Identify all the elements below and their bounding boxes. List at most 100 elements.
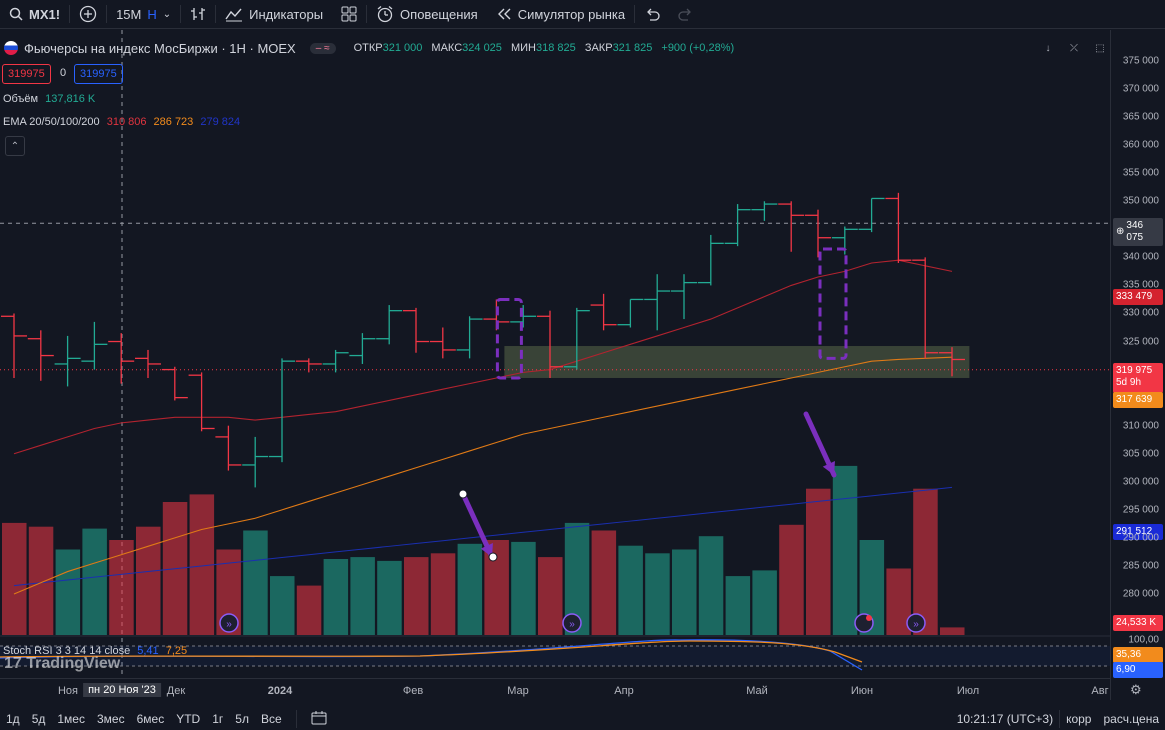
bars-chart-icon	[191, 8, 206, 20]
time-tick-label: Ноя	[57, 685, 79, 697]
instrument-title[interactable]: Фьючерсы на индекс МосБиржи · 1Н · MOEX	[24, 40, 296, 56]
price-axis[interactable]: ⊕ 346 075 333 479 319 975 5d 9h 317 639 2…	[1110, 30, 1165, 700]
ohlc-bar[interactable]	[295, 358, 322, 373]
ohlc-bar[interactable]	[724, 204, 751, 247]
undo-button[interactable]	[635, 0, 669, 29]
ohlc-bar[interactable]	[81, 321, 108, 370]
ohlc-values: ОТКР321 000 МАКС324 025 МИН318 825 ЗАКР3…	[354, 42, 741, 54]
volume-legend[interactable]: Объём 137,816 K	[3, 93, 95, 105]
volume-bar	[350, 557, 375, 635]
ohlc-bar[interactable]	[161, 366, 188, 401]
stoch-legend[interactable]: Stoch RSI 3 3 14 14 close 5,41 7,25	[3, 645, 187, 657]
countdown: 5d 9h	[1116, 377, 1142, 388]
volume-bar	[725, 576, 751, 635]
tv-logo-icon: 17	[4, 655, 22, 672]
replay-button[interactable]: Симулятор рынка	[487, 0, 634, 29]
range-button-1г[interactable]: 1г	[212, 712, 224, 726]
ohlc-bar[interactable]	[697, 234, 724, 286]
ohlc-bar[interactable]	[563, 307, 590, 370]
top-toolbar: MX1! 15M H ⌄ Индикаторы Оповещения Симул…	[0, 0, 1165, 29]
ohlc-bar[interactable]	[939, 347, 965, 377]
open-label: ОТКР	[353, 42, 383, 54]
ohlc-bar[interactable]	[510, 305, 537, 328]
tradingview-watermark: 17 TradingView	[4, 655, 120, 673]
ohlc-bar[interactable]	[27, 330, 54, 381]
maximize-pane-button[interactable]: ⬚	[1095, 42, 1105, 54]
plus-circle-icon: ⊕	[1116, 226, 1125, 237]
ohlc-bar[interactable]	[242, 436, 269, 488]
redo-button[interactable]	[669, 0, 703, 29]
scroll-down-button[interactable]: ↓	[1045, 42, 1051, 54]
russia-flag-icon	[4, 41, 18, 55]
ohlc-bar[interactable]	[537, 310, 563, 378]
ohlc-bar[interactable]	[54, 335, 81, 387]
range-button-3мес[interactable]: 3мес	[96, 712, 125, 726]
event-marker-glyph: »	[569, 619, 575, 630]
interval-button[interactable]: 15M H ⌄	[107, 0, 180, 29]
ohlc-bar[interactable]	[671, 274, 697, 320]
price-tick-label: 280 000	[1122, 588, 1159, 600]
ema20-line	[13, 259, 953, 455]
ohlc-bar[interactable]	[215, 425, 242, 471]
settings-gear-icon[interactable]: ⚙	[1130, 682, 1142, 697]
adjust-toggle[interactable]: корр	[1066, 712, 1092, 726]
collapse-pane-button[interactable]: ⤫	[1070, 42, 1078, 54]
date-range-button[interactable]	[305, 710, 333, 728]
collapse-legend-button[interactable]: ⌃	[5, 136, 25, 156]
market-status-badge[interactable]: – ≈	[309, 42, 336, 54]
ohlc-bar[interactable]	[1, 313, 27, 378]
ohlc-bar[interactable]	[403, 307, 429, 353]
divider	[295, 710, 297, 728]
ohlc-bar[interactable]	[456, 316, 483, 359]
volume-bar	[618, 545, 643, 635]
clock-time[interactable]: 10:21:17 (UTC+3)	[956, 712, 1054, 726]
ema-legend[interactable]: EMA 20/50/100/200 310 806 286 723 279 82…	[3, 116, 240, 128]
ohlc-bar[interactable]	[751, 201, 778, 221]
compare-button[interactable]	[70, 0, 106, 29]
ema50-line	[13, 356, 953, 595]
alerts-button[interactable]: Оповещения	[367, 0, 487, 29]
stoch-k-value: 5,41	[137, 645, 159, 657]
alarm-clock-icon	[377, 6, 393, 23]
ohlc-bar[interactable]	[590, 293, 617, 331]
ohlc-bar[interactable]	[617, 298, 644, 328]
ohlc-bar[interactable]	[858, 197, 885, 233]
volume-bar	[913, 488, 938, 635]
stoch-d-line	[0, 640, 863, 663]
ohlc-bar[interactable]	[805, 209, 831, 258]
plus-circle-icon	[79, 5, 97, 23]
settlement-price-toggle[interactable]: расч.цена	[1103, 712, 1159, 726]
volume-bar	[645, 553, 670, 635]
ohlc-bar[interactable]	[376, 305, 403, 345]
ohlc-bar[interactable]	[429, 327, 456, 359]
buy-button[interactable]: 319975	[74, 64, 123, 84]
ohlc-bar[interactable]	[322, 349, 349, 373]
ohlc-bar[interactable]	[108, 333, 135, 384]
price-tick-label: 300 000	[1122, 476, 1159, 488]
range-button-Все[interactable]: Все	[260, 712, 282, 726]
range-button-1д[interactable]: 1д	[6, 712, 20, 726]
time-axis[interactable]: Ноя пн 20 Ноя '23 Дек 2024 Фев Мар Апр Май Июн Ию…	[0, 678, 1110, 700]
ohlc-bar[interactable]	[912, 257, 939, 359]
arrow-handle	[458, 489, 468, 499]
indicators-button[interactable]: Индикаторы	[216, 0, 332, 29]
range-button-5д[interactable]: 5д	[31, 712, 46, 726]
ohlc-bar[interactable]	[644, 274, 671, 331]
ohlc-bar[interactable]	[885, 192, 912, 263]
ohlc-bar[interactable]	[269, 358, 295, 463]
templates-button[interactable]	[332, 0, 366, 29]
ohlc-bar[interactable]	[188, 372, 215, 432]
symbol-search[interactable]: MX1!	[0, 0, 69, 29]
range-buttons: 1д 5д 1мес 3мес 6мес YTD 1г 5л Все	[0, 712, 288, 726]
ohlc-bar[interactable]	[778, 201, 805, 252]
range-button-6мес[interactable]: 6мес	[136, 712, 165, 726]
chart-canvas[interactable]: » » »	[0, 30, 1110, 678]
ohlc-bar[interactable]	[135, 349, 161, 378]
ohlc-bar[interactable]	[349, 333, 376, 364]
sell-button[interactable]: 319975	[2, 64, 51, 84]
range-button-1мес[interactable]: 1мес	[57, 712, 85, 726]
chart-type-button[interactable]	[181, 0, 215, 29]
spread-value: 0	[60, 67, 67, 79]
range-button-YTD[interactable]: YTD	[176, 712, 201, 726]
range-button-5л[interactable]: 5л	[235, 712, 249, 726]
